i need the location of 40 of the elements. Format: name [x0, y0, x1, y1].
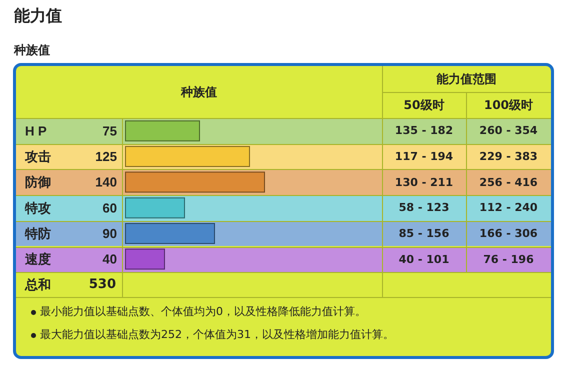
bar: [125, 248, 165, 270]
text: 40 - 101: [398, 252, 450, 268]
text: 112 - 240: [478, 200, 539, 216]
bar: [125, 172, 265, 193]
text: 总和: [25, 276, 51, 295]
text: 100级时: [482, 96, 534, 114]
y-tick-label: 特防: [24, 226, 51, 241]
text: 229 - 383: [478, 149, 539, 166]
data-label: 125: [95, 149, 117, 164]
y-tick-label: 特攻: [24, 200, 51, 216]
text: 130 - 211: [394, 174, 454, 191]
text: 种族值: [180, 84, 218, 100]
text: 260 - 354: [478, 123, 539, 140]
bar: [125, 223, 215, 244]
text: 530: [88, 277, 116, 292]
y-tick-label: 速度: [25, 252, 51, 267]
y-tick-label: 攻击: [24, 149, 51, 164]
data-label: 140: [95, 174, 117, 190]
chart-subtitle: 种族值: [14, 42, 50, 59]
chart-title: 能力值: [14, 6, 62, 27]
text: 166 - 306: [478, 226, 539, 242]
text: 能力值范围: [436, 70, 498, 88]
y-tick-label: 防御: [25, 174, 51, 190]
data-label: 75: [102, 123, 117, 138]
y-tick-label: H P: [25, 123, 47, 138]
bar: [125, 120, 200, 142]
text: 85 - 156: [398, 226, 450, 242]
text: 76 - 196: [482, 252, 535, 268]
data-label: 90: [102, 226, 117, 241]
bar: [125, 146, 250, 167]
data-label: 60: [102, 200, 117, 216]
text: 50级时: [402, 96, 446, 114]
text: 256 - 416: [478, 174, 539, 191]
bar: [125, 197, 185, 218]
text: 最小能力值以基础点数、个体值均为0，以及性格降低能力值计算。: [40, 304, 366, 320]
text: 最大能力值以基础点数为252，个体值为31，以及性格增加能力值计算。: [40, 327, 394, 342]
data-label: 40: [102, 252, 117, 267]
text: 117 - 194: [394, 149, 454, 166]
text: 135 - 182: [394, 123, 454, 140]
text: 58 - 123: [398, 200, 450, 216]
